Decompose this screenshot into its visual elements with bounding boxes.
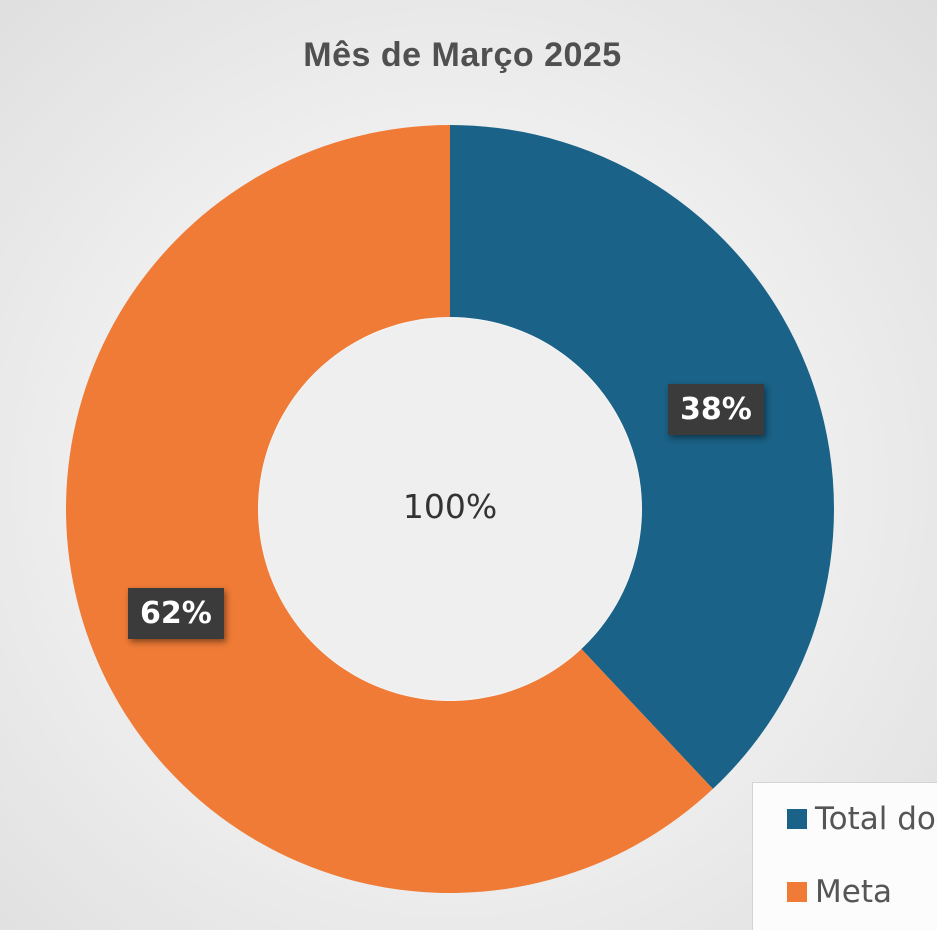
data-label-total: 38% [668, 384, 764, 435]
legend-swatch-meta [787, 882, 807, 902]
legend-label-total: Total do [815, 801, 936, 837]
chart-title: Mês de Março 2025 [303, 36, 622, 74]
donut-slice-meta[interactable] [66, 125, 713, 893]
center-label: 100% [402, 487, 498, 526]
legend-label-meta: Meta [815, 874, 892, 910]
legend-swatch-total [787, 809, 807, 829]
legend-item-total[interactable]: Total do [787, 801, 936, 837]
legend-item-meta[interactable]: Meta [787, 874, 892, 910]
data-label-meta: 62% [128, 588, 224, 639]
donut-hole [259, 318, 641, 700]
legend: Total do Meta [752, 782, 937, 930]
donut-slice-total[interactable] [450, 125, 835, 789]
